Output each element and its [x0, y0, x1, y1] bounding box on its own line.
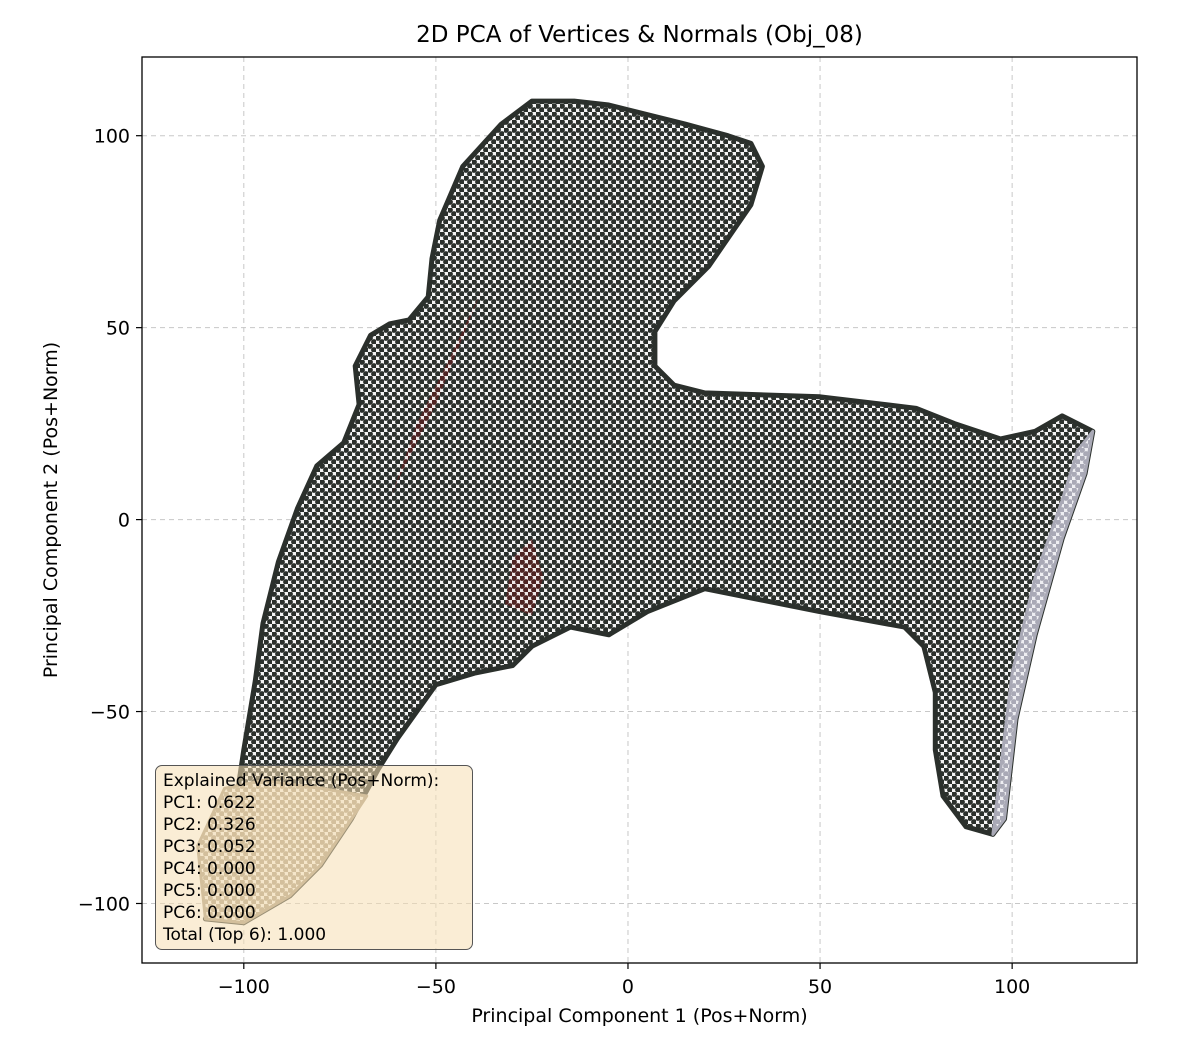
x-axis-label: Principal Component 1 (Pos+Norm): [471, 1005, 807, 1027]
plot-frame: [141, 56, 1138, 964]
point-cloud-body: [202, 98, 1096, 926]
x-tick-label: −100: [218, 976, 270, 998]
variance-line-pc1: PC1: 0.622: [163, 793, 256, 813]
variance-line-pc2: PC2: 0.326: [163, 815, 256, 835]
x-tick-label: 50: [808, 976, 832, 998]
variance-line-total: Total (Top 6): 1.000: [163, 925, 327, 945]
variance-line-pc5: PC5: 0.000: [163, 881, 256, 901]
axis-ticks: −100 −50 0 50 100 −100 −50 0 50 100: [78, 126, 1030, 998]
point-cloud-red-patch: [505, 538, 544, 616]
variance-line-pc3: PC3: 0.052: [163, 837, 256, 857]
point-cloud-red-streak: [389, 289, 482, 501]
point-cloud-light-edge: [991, 429, 1095, 836]
variance-line-pc4: PC4: 0.000: [163, 859, 256, 879]
explained-variance-box: Explained Variance (Pos+Norm): PC1: 0.62…: [155, 765, 473, 950]
y-tick-label: −50: [90, 702, 130, 724]
chart-title: 2D PCA of Vertices & Normals (Obj_08): [416, 22, 863, 48]
variance-line-pc6: PC6: 0.000: [163, 903, 256, 923]
y-axis-label: Principal Component 2 (Pos+Norm): [40, 342, 62, 678]
y-tick-label: −100: [78, 893, 130, 915]
y-tick-label: 50: [106, 318, 130, 340]
x-tick-label: 0: [622, 976, 634, 998]
y-tick-label: 100: [94, 126, 130, 148]
y-tick-label: 0: [118, 510, 130, 532]
x-tick-label: −50: [416, 976, 456, 998]
variance-box-title: Explained Variance (Pos+Norm):: [163, 771, 440, 791]
x-tick-label: 100: [994, 976, 1030, 998]
